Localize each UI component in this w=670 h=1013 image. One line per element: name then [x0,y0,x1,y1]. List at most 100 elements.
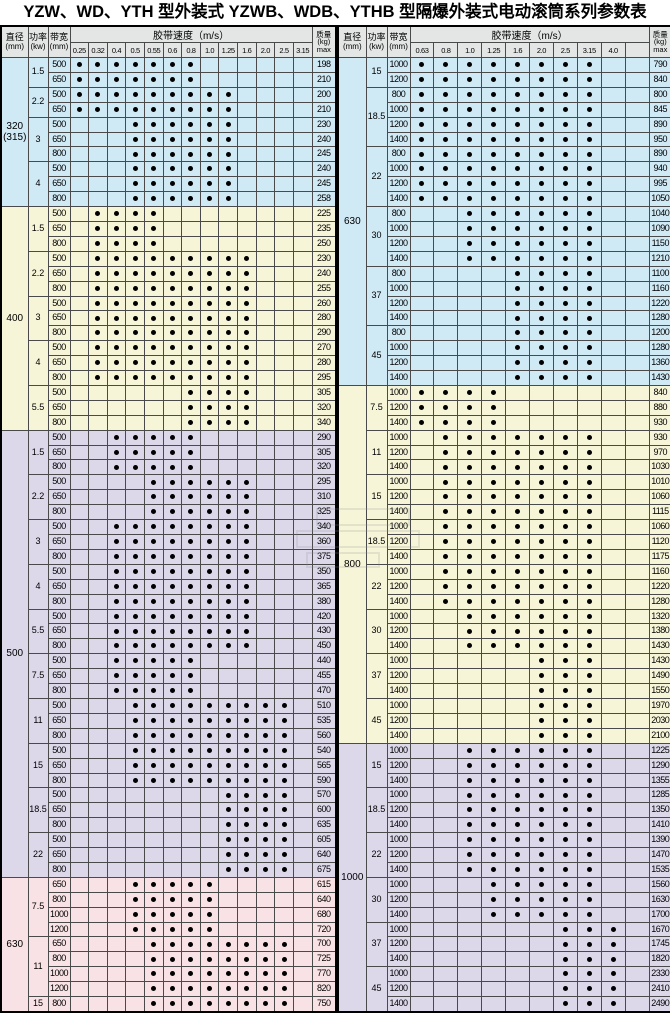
speed-dot-cell [529,399,554,416]
bandwidth-cell: 1000 [386,429,411,446]
speed-dot-cell [255,191,276,208]
speed-dot-cell [600,116,626,133]
mass-cell: 245 [311,146,337,163]
availability-dot [562,628,568,634]
bandwidth-cell: 800 [386,206,411,222]
availability-dot [114,583,120,589]
availability-dot [151,613,157,619]
availability-dot [225,255,231,261]
speed-value-header: 4.0 [600,42,626,58]
availability-dot [491,509,497,515]
mass-cell: 1390 [648,832,670,849]
speed-dot-cell [274,802,294,819]
speed-dot-cell [88,936,108,953]
availability-dot [586,1001,592,1007]
availability-dot [443,583,449,589]
availability-dot [225,837,231,843]
bandwidth-cell: 500 [47,429,71,446]
availability-dot [244,837,250,843]
availability-dot [515,91,521,97]
availability-dot [515,62,521,68]
availability-dot [95,106,101,112]
speed-dot-cell [409,697,435,714]
speed-dot-cell [236,206,257,222]
speed-dot-cell [181,683,201,699]
speed-dot-cell [457,906,483,923]
availability-dot [225,971,231,977]
speed-dot-cell [457,861,483,878]
table-row: 1400 1050 [338,191,670,208]
speed-dot-cell [624,608,650,625]
speed-dot-cell [529,668,554,685]
speed-dot-cell [69,474,90,491]
speed-dot-cell [292,534,313,550]
availability-dot [244,867,250,873]
table-row: 800 450 [1,638,337,655]
availability-dot [188,166,194,172]
availability-dot [562,941,568,947]
speed-dot-cell [69,861,90,878]
table-row: 1200 2410 [338,981,670,998]
mass-cell: 255 [311,280,337,297]
bandwidth-cell: 1200 [386,936,411,953]
availability-dot [491,539,497,545]
speed-dot-cell [600,161,626,178]
availability-dot [114,270,120,276]
speed-dot-cell [505,340,530,357]
speed-dot-cell [457,697,483,714]
speed-dot-cell [274,683,294,699]
speed-dot-cell [409,116,435,133]
speed-dot-cell [125,340,145,357]
speed-dot-cell [552,683,578,699]
speed-dot-cell [505,414,530,431]
speed-dot-cell [162,191,183,208]
speed-dot-cell [600,146,626,163]
availability-dot [225,583,231,589]
speed-dot-cell [125,757,145,774]
speed-dot-cell [433,146,459,163]
speed-dot-cell [88,623,108,640]
speed-dot-cell [576,697,602,714]
speed-dot-cell [106,951,127,968]
bandwidth-cell: 1400 [386,906,411,923]
speed-dot-cell [255,429,276,446]
speed-dot-cell [409,802,435,819]
mass-cell: 305 [311,384,337,401]
table-row: 650 600 [1,802,337,819]
speed-dot-cell [292,832,313,849]
speed-value-header: 0.5 [125,42,145,58]
availability-dot [169,941,175,947]
mass-cell: 640 [311,891,337,908]
speed-dot-cell [69,578,90,595]
speed-dot-cell [552,459,578,476]
speed-dot-cell [552,593,578,610]
power-cell: 18.5 [365,787,388,834]
speed-dot-cell [481,146,507,163]
mass-cell: 210 [311,101,337,118]
speed-dot-cell [552,832,578,849]
speed-dot-cell [481,787,507,804]
availability-dot [225,509,231,515]
availability-dot [188,718,194,723]
speed-dot-cell [218,534,238,550]
diameter-cell: 500 [0,429,29,878]
speed-dot-cell [69,548,90,565]
availability-dot [207,643,213,649]
bandwidth-cell: 500 [47,57,71,73]
speed-dot-cell [162,847,183,863]
speed-dot-cell [236,906,257,923]
speed-dot-cell [125,668,145,685]
speed-dot-cell [576,116,602,133]
availability-dot [491,583,497,589]
availability-dot [207,375,213,381]
speed-dot-cell [624,683,650,699]
bandwidth-cell: 500 [47,250,71,267]
speed-dot-cell [600,474,626,491]
speed-dot-cell [162,906,183,923]
speed-dot-cell [552,534,578,550]
speed-dot-cell [274,206,294,222]
speed-dot-cell [481,608,507,625]
availability-dot [443,166,449,172]
speed-dot-cell [236,653,257,670]
speed-dot-cell [162,206,183,222]
